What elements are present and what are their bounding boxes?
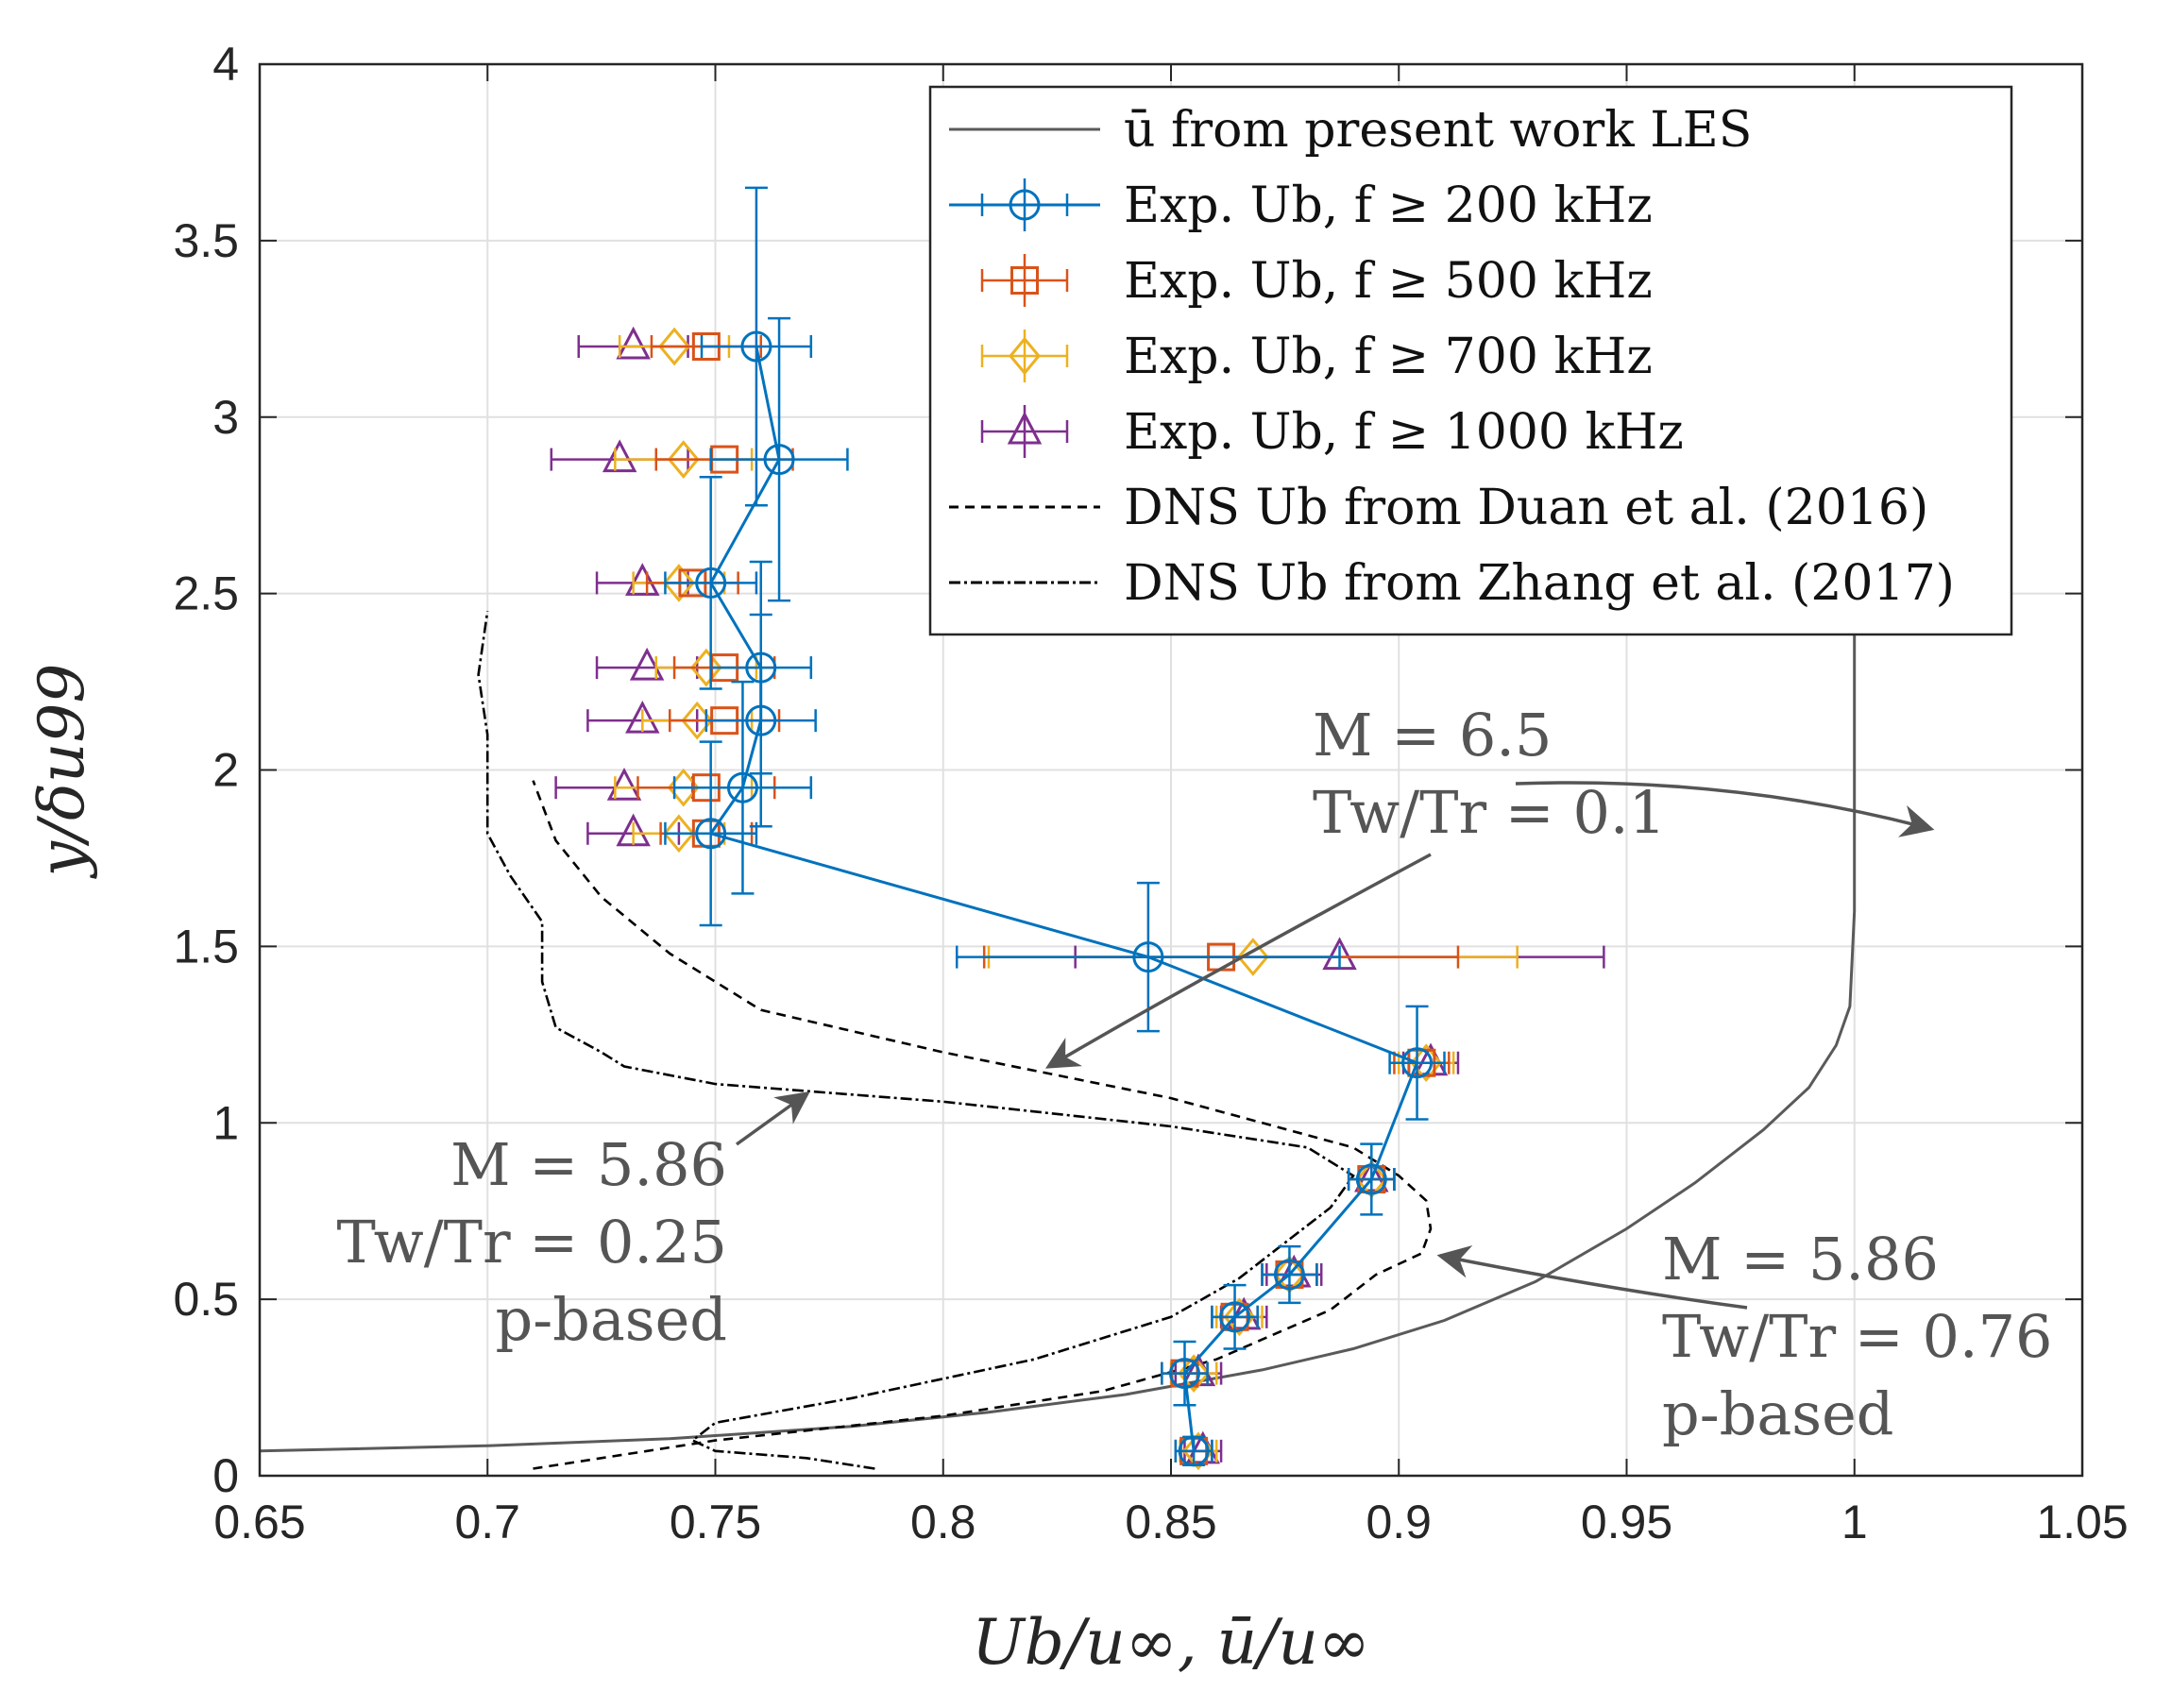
legend-entry: Exp. Ub, f ≥ 700 kHz xyxy=(980,329,1653,385)
legend-swatch-marker xyxy=(1009,336,1041,376)
legend: ū from present work LES Exp. Ub, f ≥ 200 … xyxy=(928,85,2013,636)
y-tick-label: 1.5 xyxy=(173,920,239,972)
legend-entry: Exp. Ub, f ≥ 1000 kHz xyxy=(980,404,1684,461)
x-tick-label: 0.7 xyxy=(454,1496,520,1548)
y-axis-label-group: y/δu99 xyxy=(25,664,98,880)
y-tick-label: 3.5 xyxy=(173,214,239,267)
x-tick-label: 0.85 xyxy=(1125,1496,1216,1548)
annotations: M = 6.5 Tw/Tr = 0.1 M = 5.86 Tw/Tr = 0.25 p-… xyxy=(336,701,2052,1448)
exp-200khz-line xyxy=(708,346,1419,1451)
x-tick-label: 1.05 xyxy=(2036,1496,2128,1548)
annotation-text: Tw/Tr = 0.1 xyxy=(1313,778,1666,847)
x-tick-label: 0.9 xyxy=(1366,1496,1432,1548)
exp-1000khz-point xyxy=(616,326,651,360)
plot-frame xyxy=(258,62,2084,1478)
series-layer xyxy=(259,186,1857,1471)
legend-entry: DNS Ub from Zhang et al. (2017) xyxy=(949,555,1955,612)
exp-200khz-point xyxy=(1168,1358,1200,1390)
x-tick-label: 0.95 xyxy=(1581,1496,1672,1548)
y-tick-label: 0 xyxy=(212,1449,239,1502)
exp-700khz-point xyxy=(689,648,722,687)
y-tick-label: 0.5 xyxy=(173,1273,239,1326)
exp-200khz-point xyxy=(1273,1259,1305,1291)
exp-200khz-point xyxy=(1355,1163,1387,1195)
annotation-1: M = 6.5 Tw/Tr = 0.1 xyxy=(1044,701,1935,1069)
legend-box xyxy=(928,85,2013,636)
exp-700khz-point xyxy=(658,327,691,366)
legend-label: Exp. Ub, f ≥ 1000 kHz xyxy=(1124,404,1684,461)
legend-entry: Exp. Ub, f ≥ 500 kHz xyxy=(980,253,1653,310)
exp-200khz-series xyxy=(664,186,1446,1467)
annotation-2: M = 5.86 Tw/Tr = 0.25 p-based xyxy=(336,1091,810,1354)
annotation-arrow xyxy=(735,1091,810,1146)
legend-label: ū from present work LES xyxy=(1124,102,1752,159)
exp-200khz-point xyxy=(726,771,758,803)
axes: 0.65 0.7 0.75 0.8 0.85 0.9 0.95 1 1.05 0 0.5 1 1.5 2 2… xyxy=(25,38,2129,1679)
legend-swatch-marker xyxy=(1007,411,1043,445)
annotation-text: Tw/Tr = 0.25 xyxy=(336,1208,727,1277)
annotation-text: Tw/Tr = 0.76 xyxy=(1662,1302,2053,1371)
legend-label: Exp. Ub, f ≥ 500 kHz xyxy=(1124,253,1653,310)
annotation-text: M = 5.86 xyxy=(450,1130,727,1199)
exp-200khz-point xyxy=(1132,941,1164,973)
annotation-arrow xyxy=(1044,853,1432,1069)
annotation-3: M = 5.86 Tw/Tr = 0.76 p-based xyxy=(1436,1225,2053,1448)
legend-swatch-marker xyxy=(1010,266,1039,295)
dns-duan-line xyxy=(532,780,1433,1470)
annotation-text: p-based xyxy=(496,1285,728,1354)
annotation-text: M = 6.5 xyxy=(1313,701,1552,769)
exp-1000khz-point xyxy=(625,563,660,596)
legend-label: DNS Ub from Zhang et al. (2017) xyxy=(1124,555,1955,612)
exp-1000khz-point xyxy=(602,439,637,473)
exp-200khz-point xyxy=(745,651,777,684)
exp-700khz-point xyxy=(662,814,695,854)
y-tick-label: 2.5 xyxy=(173,567,239,620)
exp-1000khz-point xyxy=(606,767,642,801)
legend-entry: Exp. Ub, f ≥ 200 kHz xyxy=(949,178,1653,234)
annotation-text: M = 5.86 xyxy=(1662,1225,1939,1294)
exp-700khz-point xyxy=(1236,938,1269,976)
legend-swatch-marker xyxy=(1009,189,1041,221)
legend-label: Exp. Ub, f ≥ 200 kHz xyxy=(1124,178,1653,234)
x-tick-label: 1 xyxy=(1841,1496,1868,1548)
exp-1000khz-point xyxy=(629,647,665,681)
exp-200khz-point xyxy=(740,330,772,363)
exp-200khz-point xyxy=(1178,1435,1210,1467)
y-tick-label: 2 xyxy=(212,744,239,797)
exp-700khz-point xyxy=(667,440,700,479)
legend-entry: DNS Ub from Duan et al. (2016) xyxy=(949,480,1928,536)
y-tick-label: 4 xyxy=(212,38,239,91)
exp-200khz-point xyxy=(1219,1301,1251,1333)
x-tick-label: 0.75 xyxy=(670,1496,761,1548)
x-axis-label: Ub/u∞, ū/u∞ xyxy=(972,1606,1370,1679)
x-tick-label: 0.65 xyxy=(213,1496,305,1548)
exp-200khz-point xyxy=(763,444,795,476)
exp-200khz-point xyxy=(695,567,727,599)
annotation-text: p-based xyxy=(1662,1379,1894,1448)
y-tick-label: 3 xyxy=(212,391,239,444)
y-tick-label: 1 xyxy=(212,1096,239,1149)
dns-zhang-line xyxy=(477,611,1355,1470)
exp-200khz-point xyxy=(695,818,727,850)
exp-700khz-point xyxy=(662,564,695,602)
exp-200khz-point xyxy=(1401,1047,1434,1079)
x-tick-label: 0.8 xyxy=(910,1496,976,1548)
annotation-arrow xyxy=(1515,781,1935,837)
legend-entry: ū from present work LES xyxy=(949,102,1752,159)
legend-label: Exp. Ub, f ≥ 700 kHz xyxy=(1124,329,1653,385)
y-axis-label: y/δu99 xyxy=(25,664,98,880)
legend-label: DNS Ub from Duan et al. (2016) xyxy=(1124,480,1928,536)
annotation-arrow xyxy=(1436,1245,1748,1310)
